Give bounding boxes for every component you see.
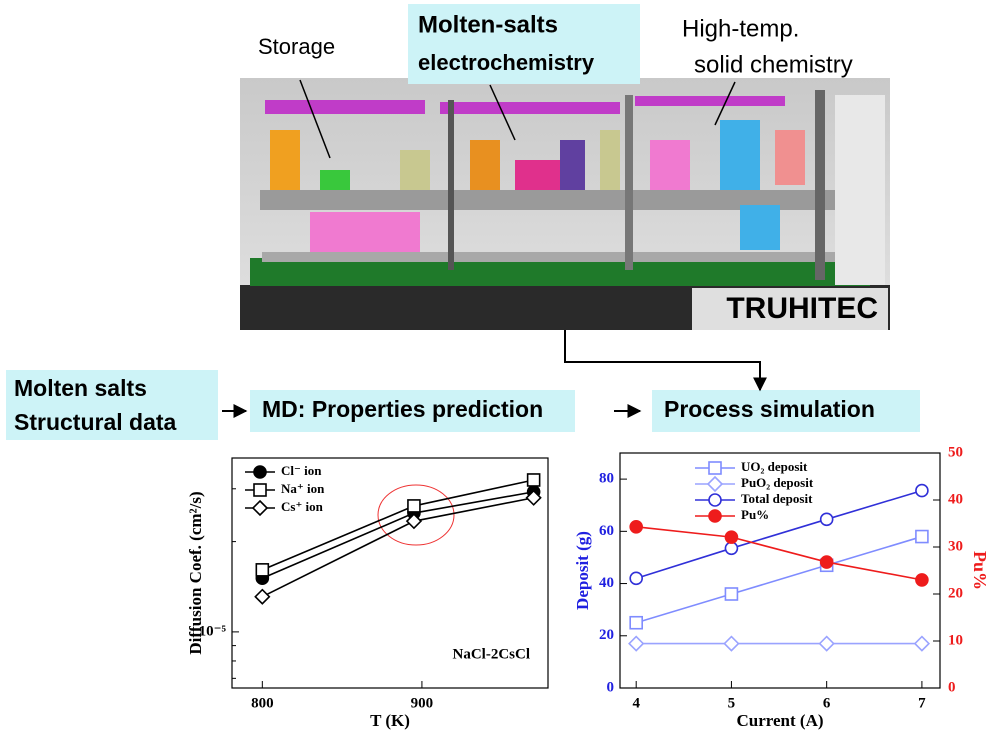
facility-label: TRUHITEC (726, 292, 878, 325)
annotation: NaCl-2CsCl (453, 646, 531, 662)
plot-frame (619, 452, 941, 689)
plot-frame (231, 457, 549, 689)
y-axis-label: Deposit (g) (573, 531, 592, 610)
legend-marker (708, 461, 722, 475)
y2-tick-label: 0 (948, 679, 956, 695)
marker (629, 615, 643, 630)
y-tick-label: 0 (607, 679, 615, 695)
y2-tick-label: 20 (948, 585, 963, 601)
marker (405, 513, 423, 530)
y-tick-label: 20 (599, 627, 614, 643)
label-box (652, 390, 920, 432)
marker (915, 529, 929, 544)
process-label: Process simulation (664, 396, 875, 422)
legend-label: Na⁺ ion (281, 481, 325, 496)
marker (818, 635, 835, 652)
md-label: MD: Properties prediction (262, 396, 543, 422)
input-label: Structural data (14, 409, 177, 435)
y2-tick-label: 30 (948, 538, 963, 554)
x-tick-label: 7 (918, 695, 926, 711)
marker (628, 635, 645, 652)
x-axis-label: T (K) (370, 711, 410, 730)
legend-label: Total deposit (741, 491, 813, 506)
label-box (408, 4, 640, 84)
series-line (635, 489, 923, 580)
legend-label: Pu% (741, 507, 769, 522)
high-temp-label: solid chemistry (694, 51, 853, 78)
marker (723, 635, 740, 652)
marker (525, 489, 542, 506)
x-tick-label: 900 (411, 695, 434, 711)
y-tick-label: 60 (599, 523, 614, 539)
marker (255, 563, 270, 577)
x-tick-label: 800 (251, 695, 274, 711)
legend-label: Cs⁺ ion (281, 499, 324, 514)
y-tick-label: 40 (599, 575, 614, 591)
electrochem-label: Molten-salts (418, 11, 558, 38)
series-line (636, 525, 923, 581)
electrochem-label: electrochemistry (418, 50, 595, 75)
marker (915, 483, 929, 498)
storage-label: Storage (258, 34, 335, 59)
marker (254, 588, 271, 605)
legend-marker (706, 475, 724, 493)
marker (629, 519, 643, 534)
high-temp-label: High-temp. (682, 15, 799, 42)
y-tick-label: 80 (599, 471, 614, 487)
y2-tick-label: 10 (948, 632, 963, 648)
label-box (250, 390, 575, 432)
legend-marker (253, 465, 267, 479)
label-box (6, 370, 218, 440)
y-tick-label: 10⁻⁵ (199, 623, 227, 639)
legend-label: UO₂ deposit (741, 459, 808, 474)
flow-arrow (564, 330, 767, 392)
marker (724, 541, 739, 556)
input-label: Molten salts (14, 375, 147, 401)
marker (819, 555, 834, 569)
legend-marker (708, 493, 722, 507)
marker (819, 512, 834, 527)
legend-label: Cl⁻ ion (281, 463, 322, 478)
y-axis-label: Diffusion Coef. (cm²/s) (186, 491, 205, 654)
facility-render (240, 78, 890, 330)
legend-marker (251, 499, 269, 517)
marker (724, 530, 739, 544)
marker (407, 499, 421, 513)
marker (526, 473, 541, 487)
marker (915, 573, 929, 587)
highlight-ellipse (377, 484, 455, 546)
marker (724, 587, 739, 601)
legend-marker (708, 509, 722, 523)
y2-tick-label: 50 (948, 444, 963, 460)
marker (913, 635, 931, 652)
series-line (635, 535, 923, 624)
legend-marker (253, 483, 267, 497)
legend-label: PuO₂ deposit (741, 475, 814, 490)
x-tick-label: 4 (632, 695, 640, 711)
x-tick-label: 6 (823, 695, 831, 711)
x-tick-label: 5 (728, 695, 736, 711)
x-axis-label: Current (A) (736, 711, 823, 730)
y2-tick-label: 40 (948, 491, 963, 507)
y2-axis-label: Pu% (970, 551, 989, 590)
marker (629, 571, 643, 586)
